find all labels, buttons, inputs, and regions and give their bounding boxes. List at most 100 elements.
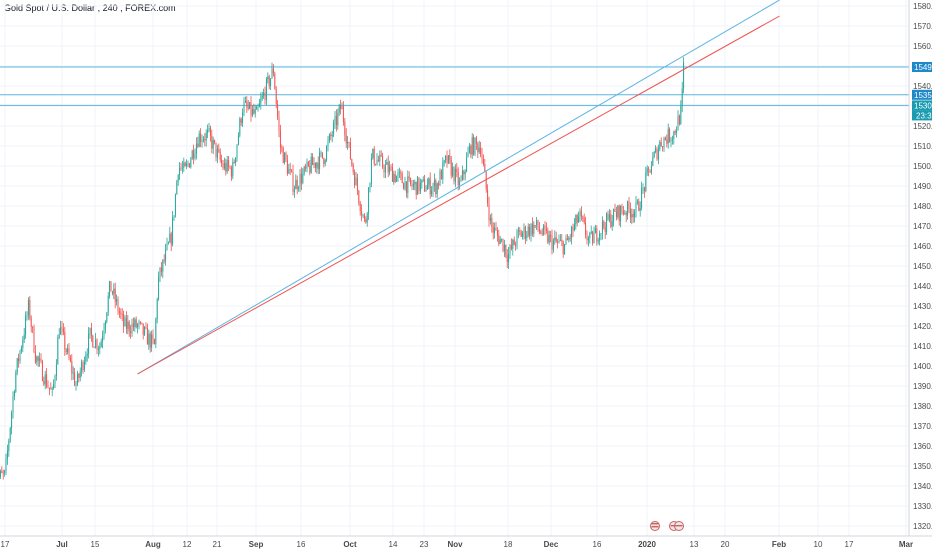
candle-body [394,174,396,182]
candle-body [34,352,36,363]
candle-body [233,162,235,163]
candle-body [561,239,563,242]
candle-body [123,314,125,327]
candle-body [621,205,623,212]
candle-body [137,324,139,328]
price-tick-label: 1570.00 [913,22,932,31]
candle-body [117,299,119,312]
candles [0,57,685,480]
time-tick-label: 17 [1,540,10,549]
candle-body [12,396,14,413]
candle-body [641,188,643,209]
flag-icon-us-multi[interactable] [669,521,684,531]
candle-body [313,162,315,166]
time-tick-label: 23 [420,540,429,549]
candle-body [50,388,52,390]
candle-body [503,244,505,252]
candle-body [440,170,442,180]
candle-body [536,220,538,226]
candle-body [51,387,53,390]
candle-body [33,327,35,353]
candle-body [118,311,120,313]
candle-body [398,172,400,174]
candle-body [208,127,210,131]
candle-body [481,154,483,160]
time-axis[interactable]: 17 Jul 15 Aug 12 21 Sep 16 Oct 14 23 Nov 18 Dec 16 2020… [1,540,914,549]
price-axis[interactable]: 1320.00 1330.00 1340.00 1350.00 1360.00 1370.… [913,2,932,531]
price-tick-label: 1430.00 [913,302,932,311]
candle-body [450,159,452,176]
candle-body [340,105,342,110]
candle-body [656,148,658,160]
last-price-label-bg [912,100,932,111]
candle-body [177,174,179,182]
candle-body [205,132,207,141]
candle-body [139,321,141,323]
candle-body [445,155,447,161]
candle-body [86,353,88,356]
candle-body [183,162,185,168]
trendline-blue[interactable] [137,0,780,375]
candle-body [134,319,136,328]
countdown-label-bg [912,110,932,121]
candle-body [195,143,197,154]
candle-body [321,152,323,159]
candle-body [488,203,490,221]
price-tick-label: 1450.00 [913,262,932,271]
candle-body [344,121,346,135]
candle-body [680,105,682,124]
candle-body [362,214,364,216]
candle-body [342,106,344,122]
candle-body [495,227,497,231]
candle-body [130,331,132,334]
trendline-red[interactable] [137,15,780,375]
candle-body [239,118,241,136]
candle-body [491,217,493,227]
candle-body [180,167,182,169]
candle-body [64,332,66,350]
candle-body [309,165,311,173]
candle-body [603,221,605,228]
candle-body [425,189,427,192]
candle-body [79,371,81,378]
candle-body [520,231,522,237]
candle-body [590,231,592,234]
candle-body [615,211,617,217]
candle-body [271,68,273,79]
candle-body [29,300,31,319]
time-tick-label: 16 [297,540,306,549]
candle-body [443,160,445,163]
candle-body [457,171,459,186]
candle-body [645,172,647,192]
candle-body [323,158,325,164]
candle-body [363,214,365,220]
candle-body [198,133,200,148]
candle-body [548,235,550,243]
candle-body [104,321,106,330]
candle-body [466,157,468,172]
level-price-label-bg [912,62,932,72]
candle-body [516,231,518,246]
candle-body [16,358,18,373]
candle-body [484,163,486,172]
candle-body [299,173,301,188]
candle-body [256,107,258,110]
candle-body [436,183,438,195]
flag-icon-us[interactable] [650,521,660,531]
candle-body [36,356,38,363]
candle-body [664,137,666,140]
candle-body [400,172,402,174]
candle-body [41,361,43,381]
candle-body [632,214,634,218]
horizontal-lines [0,66,909,106]
event-markers[interactable] [650,521,684,531]
candle-body [510,245,512,249]
candle-body [82,362,84,371]
price-tick-label: 1490.00 [913,182,932,191]
candle-body [418,177,420,192]
candle-body [431,190,433,195]
candle-body [405,181,407,193]
candle-body [422,179,424,181]
candle-body [6,450,8,459]
